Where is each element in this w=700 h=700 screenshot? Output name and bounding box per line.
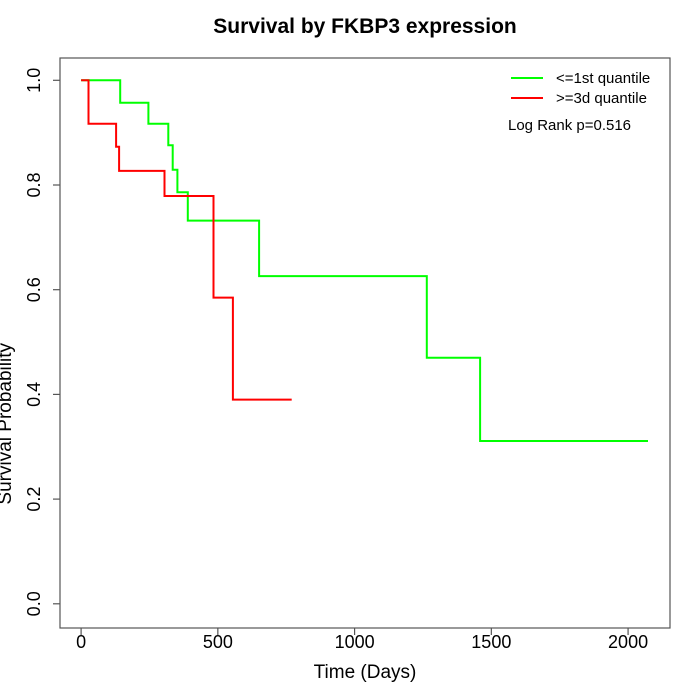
x-tick-label: 2000 xyxy=(608,632,648,652)
legend-line-sample-green xyxy=(511,77,543,79)
y-tick-label: 0.8 xyxy=(24,172,44,197)
legend-label-high-quantile: >=3d quantile xyxy=(556,89,647,107)
y-tick-label: 0.4 xyxy=(24,382,44,407)
x-tick-label: 500 xyxy=(203,632,233,652)
y-axis-title-text: Survival Probability xyxy=(0,342,16,505)
survival-curve-1 xyxy=(81,79,292,401)
y-tick-label: 0.0 xyxy=(24,591,44,616)
x-axis-title: Time (Days) xyxy=(313,662,417,683)
x-tick-label: 1000 xyxy=(335,632,375,652)
legend-line-sample-red xyxy=(511,97,543,99)
y-tick-label: 1.0 xyxy=(24,68,44,93)
chart-title: Survival by FKBP3 expression xyxy=(213,15,517,38)
survival-curve-0 xyxy=(81,79,648,442)
legend-entry-low-quantile: <=1st quantile xyxy=(508,68,650,88)
legend-entry-high-quantile: >=3d quantile xyxy=(508,88,650,108)
y-tick-label: 0.2 xyxy=(24,487,44,512)
legend-label-low-quantile: <=1st quantile xyxy=(556,69,651,87)
plot-box xyxy=(59,57,671,629)
x-tick-label: 0 xyxy=(76,632,86,652)
y-tick-label: 0.6 xyxy=(24,277,44,302)
legend: <=1st quantile >=3d quantile Log Rank p=… xyxy=(508,68,650,135)
logrank-pvalue: Log Rank p=0.516 xyxy=(508,117,632,134)
x-tick-label: 1500 xyxy=(471,632,511,652)
